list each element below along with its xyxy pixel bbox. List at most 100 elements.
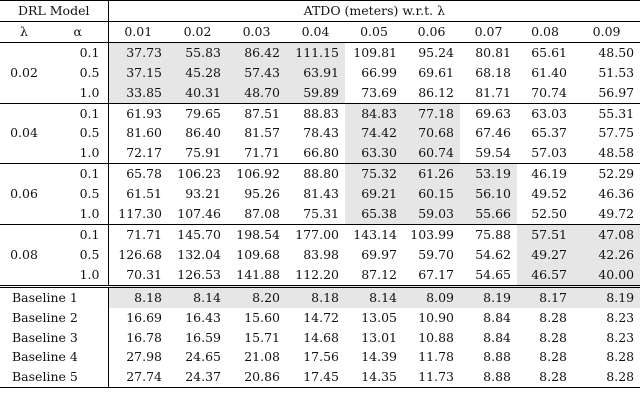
atdo-cell: 8.19 — [573, 284, 640, 308]
atdo-cell: 8.28 — [539, 309, 567, 325]
table-row: 1.0 72.17 75.91 71.71 66.80 63.30 60.74 59.54 57… — [0, 143, 640, 164]
baseline-row: Baseline 4 27.98 24.65 21.08 17.56 14.39 11.78… — [0, 347, 640, 368]
lambda-value-header: 0.02 — [183, 23, 212, 39]
baseline-row: Baseline 3 16.78 16.59 15.71 14.68 13.01 10.88… — [0, 327, 640, 348]
atdo-cell: 69.97 — [361, 246, 397, 262]
atdo-cell: 8.20 — [227, 284, 286, 308]
atdo-results-table: DRL Model ATDO (meters) w.r.t. λ λ α 0.0… — [0, 0, 640, 389]
atdo-cell: 56.97 — [598, 84, 635, 100]
atdo-cell: 80.81 — [460, 41, 517, 63]
atdo-cell: 46.57 — [517, 264, 573, 287]
atdo-cell: 74.42 — [345, 123, 403, 144]
atdo-cell: 72.17 — [126, 145, 162, 161]
table-row: 0.5 126.68 132.04 109.68 83.98 69.97 59.70 54.6… — [0, 244, 640, 265]
atdo-cell: 16.59 — [185, 329, 221, 345]
atdo-cell: 70.74 — [531, 84, 567, 100]
baseline-results-body: Baseline 1 8.18 8.14 8.20 8.18 8.14 8.09 8.19 8.… — [0, 284, 640, 389]
atdo-cell: 70.68 — [403, 123, 460, 144]
lambda-column-header: λ — [20, 23, 28, 39]
atdo-cell: 71.71 — [108, 223, 168, 245]
atdo-cell: 33.85 — [108, 82, 168, 104]
header-row-1: DRL Model ATDO (meters) w.r.t. λ — [0, 0, 640, 22]
atdo-cell: 54.62 — [475, 246, 511, 262]
atdo-cell: 69.21 — [345, 184, 403, 205]
atdo-cell: 109.68 — [236, 246, 280, 262]
atdo-cell: 81.57 — [244, 125, 280, 141]
atdo-cell: 81.60 — [126, 125, 162, 141]
atdo-cell: 143.14 — [345, 223, 403, 245]
atdo-cell: 87.12 — [361, 266, 397, 282]
atdo-cell: 70.31 — [126, 266, 162, 282]
atdo-cell: 51.53 — [598, 64, 635, 80]
atdo-cell: 8.18 — [108, 284, 168, 308]
lambda-value-header: 0.06 — [417, 23, 446, 39]
atdo-cell: 49.27 — [517, 244, 573, 265]
atdo-cell: 8.18 — [286, 284, 345, 308]
atdo-cell: 63.03 — [517, 102, 573, 124]
lambda-value-header: 0.04 — [301, 23, 330, 39]
atdo-cell: 37.15 — [108, 62, 168, 83]
atdo-cell: 93.21 — [185, 186, 221, 202]
atdo-cell: 8.84 — [483, 329, 511, 345]
atdo-cell: 77.18 — [403, 102, 460, 124]
atdo-cell: 75.88 — [460, 223, 517, 245]
atdo-cell: 95.24 — [403, 41, 460, 63]
atdo-cell: 107.46 — [177, 206, 221, 222]
alpha-value: 0.1 — [48, 41, 109, 63]
table-row: 0.5 61.51 93.21 95.26 81.43 69.21 60.15 56.10 49… — [0, 184, 640, 205]
atdo-cell: 132.04 — [177, 246, 221, 262]
atdo-cell: 57.51 — [517, 223, 573, 245]
atdo-cell: 37.73 — [108, 41, 168, 63]
atdo-cell: 57.03 — [531, 145, 567, 161]
alpha-column-header: α — [48, 21, 109, 43]
baseline-row: Baseline 2 16.69 16.43 15.60 14.72 13.05 10.90… — [0, 307, 640, 328]
atdo-cell: 109.81 — [345, 41, 403, 63]
atdo-cell: 11.73 — [403, 367, 460, 389]
atdo-cell: 79.65 — [168, 102, 227, 124]
alpha-value: 0.1 — [48, 223, 109, 245]
atdo-cell: 88.83 — [286, 102, 345, 124]
atdo-cell: 16.43 — [185, 309, 221, 325]
atdo-cell: 86.42 — [227, 41, 286, 63]
atdo-cell: 177.00 — [286, 223, 345, 245]
atdo-cell: 61.40 — [531, 64, 567, 80]
atdo-cell: 81.71 — [475, 84, 511, 100]
lambda-group-label: 0.04 — [0, 102, 48, 164]
atdo-cell: 46.36 — [598, 186, 635, 202]
baseline-name: Baseline 3 — [0, 327, 109, 348]
atdo-cell: 61.51 — [126, 186, 162, 202]
alpha-value: 0.5 — [48, 184, 109, 205]
atdo-cell: 8.17 — [517, 284, 573, 308]
atdo-cell: 48.50 — [573, 41, 640, 63]
atdo-cell: 75.31 — [303, 206, 339, 222]
atdo-cell: 55.66 — [460, 204, 517, 225]
atdo-cell: 86.40 — [185, 125, 221, 141]
atdo-cell: 88.80 — [286, 163, 345, 185]
atdo-cell: 59.70 — [418, 246, 454, 262]
atdo-cell: 87.51 — [227, 102, 286, 124]
atdo-caption-header: ATDO (meters) w.r.t. λ — [108, 0, 640, 22]
atdo-cell: 112.20 — [295, 266, 339, 282]
atdo-cell: 49.72 — [598, 206, 635, 222]
atdo-cell: 106.92 — [227, 163, 286, 185]
alpha-value: 0.1 — [48, 163, 109, 185]
atdo-cell: 84.83 — [345, 102, 403, 124]
atdo-cell: 73.69 — [361, 84, 397, 100]
alpha-value: 1.0 — [48, 143, 109, 164]
lambda-value-header: 0.03 — [242, 23, 271, 39]
atdo-cell: 10.90 — [418, 309, 454, 325]
atdo-cell: 8.28 — [539, 329, 567, 345]
atdo-cell: 67.46 — [475, 125, 511, 141]
alpha-value: 1.0 — [48, 82, 109, 104]
atdo-cell: 21.08 — [244, 349, 280, 365]
table-row: 0.04 0.1 61.93 79.65 87.51 88.83 84.83 77.18 69.… — [0, 102, 640, 164]
atdo-cell: 8.23 — [606, 329, 635, 345]
atdo-cell: 8.14 — [345, 284, 403, 308]
atdo-cell: 67.17 — [418, 266, 454, 282]
atdo-cell: 27.98 — [126, 349, 162, 365]
atdo-cell: 8.14 — [168, 284, 227, 308]
atdo-cell: 15.60 — [244, 309, 280, 325]
header-row-2: λ α 0.01 0.02 0.03 0.04 0.05 0.06 0.07 0… — [0, 21, 640, 43]
baseline-row: Baseline 1 8.18 8.14 8.20 8.18 8.14 8.09 8.19 8.… — [0, 284, 640, 308]
lambda-value-header: 0.09 — [592, 23, 621, 39]
